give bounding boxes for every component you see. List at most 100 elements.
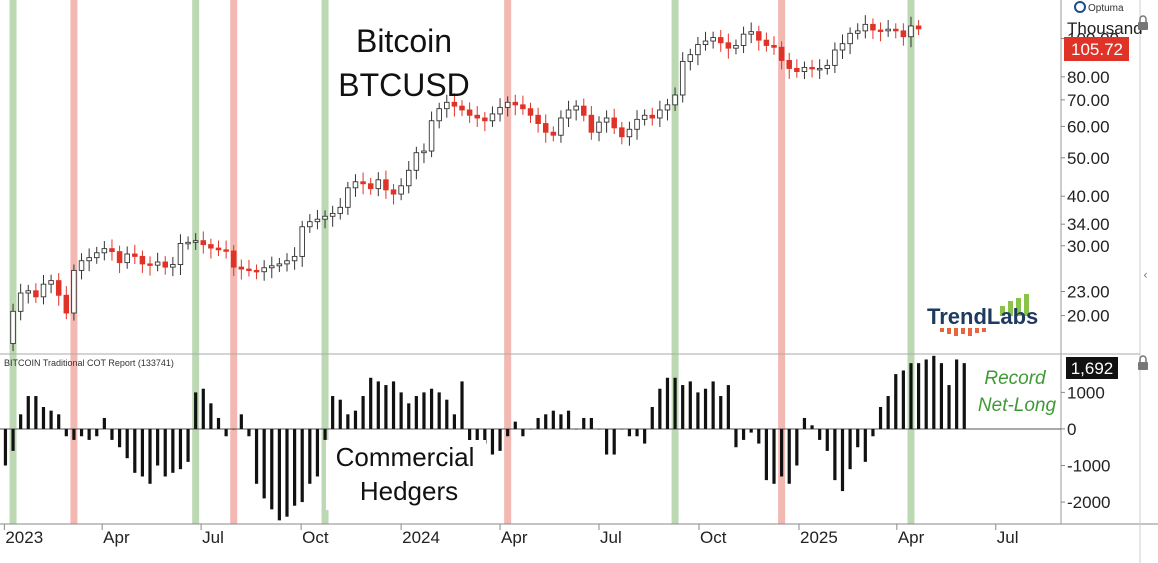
cot-bar-negative (72, 428, 76, 440)
cot-bar-positive (239, 414, 243, 429)
cot-bar-negative (787, 428, 791, 484)
cot-title-line-2: Hedgers (360, 476, 458, 506)
down-candle (466, 102, 473, 123)
cot-bar-positive (544, 414, 548, 429)
cot-bar-positive (566, 410, 571, 429)
cot-bar-positive (353, 410, 358, 429)
up-candle (375, 172, 382, 197)
logo-dot (975, 328, 979, 333)
cot-bar-positive (650, 407, 654, 429)
cot-bar-positive (338, 399, 342, 429)
candle-body (565, 109, 572, 119)
cot-bar-positive (391, 381, 396, 429)
cot-bar-positive (361, 396, 365, 429)
cot-bar-positive (429, 388, 434, 429)
candle-body (550, 131, 557, 136)
down-candle (208, 238, 214, 259)
down-candle (893, 23, 899, 39)
cot-bar-negative (87, 428, 91, 440)
candle-body (299, 226, 305, 257)
cot-bar-positive (209, 403, 213, 429)
up-candle (170, 256, 176, 277)
cot-bar-positive (536, 417, 540, 429)
cot-bar-positive (26, 396, 30, 429)
candle-body (375, 179, 382, 190)
candle-body (10, 310, 16, 345)
candle-body (657, 109, 663, 119)
up-candle (565, 100, 572, 128)
candle-body (733, 45, 739, 49)
up-candle (626, 121, 633, 146)
cot-bar-negative (772, 428, 776, 484)
up-candle (679, 52, 686, 103)
logo-bar (1024, 294, 1029, 316)
down-candle (550, 126, 557, 142)
candle-body (109, 248, 115, 253)
candle-body (794, 67, 800, 73)
x-tick-label: Oct (302, 528, 329, 547)
up-candle (337, 198, 344, 220)
cot-bar-positive (399, 392, 403, 429)
candle-body (436, 108, 442, 122)
down-candle (619, 121, 625, 145)
up-candle (489, 106, 496, 127)
cot-bar-negative (163, 428, 167, 477)
cot-bar-positive (962, 363, 966, 429)
up-candle (177, 234, 184, 276)
candle-body (619, 127, 625, 138)
up-candle (832, 42, 838, 73)
up-candle (733, 39, 739, 55)
green-signal-band (192, 0, 200, 524)
candle-body (702, 40, 709, 46)
brand-name: TrendLabs (927, 304, 1038, 329)
cot-bar-positive (673, 377, 677, 429)
candle-body (307, 221, 313, 228)
cot-bar-positive (696, 392, 700, 429)
cot-bar-negative (848, 428, 852, 470)
up-candle (444, 94, 450, 118)
candle-body (687, 54, 694, 62)
price-lock-icon[interactable] (1138, 15, 1148, 30)
cot-bar-positive (894, 374, 898, 429)
cot-bar-negative (840, 428, 845, 492)
candle-body (230, 250, 237, 268)
cot-bar-positive (665, 377, 670, 429)
red-signal-band (778, 0, 786, 524)
cot-bar-positive (201, 388, 205, 429)
down-candle (253, 264, 260, 280)
up-candle (291, 247, 298, 270)
candle-body (542, 123, 549, 133)
cot-bar-positive (369, 377, 373, 429)
down-candle (238, 259, 245, 280)
up-candle (101, 241, 108, 261)
down-candle (109, 239, 115, 261)
candle-body (588, 114, 595, 133)
collapse-chevron-icon[interactable]: ‹ (1143, 268, 1148, 282)
cot-bar-negative (178, 428, 183, 470)
cot-bar-negative (627, 428, 632, 437)
down-candle (215, 240, 222, 256)
candle-body (208, 244, 214, 249)
down-candle (390, 183, 397, 205)
cot-bar-negative (125, 428, 129, 459)
candle-body (33, 290, 39, 298)
cot-bar-positive (437, 392, 441, 429)
cot-bar-positive (658, 388, 662, 429)
price-tick-label: 20.00 (1067, 307, 1110, 326)
x-tick-label: Jul (600, 528, 622, 547)
candle-body (451, 101, 458, 107)
candle-body (55, 280, 62, 296)
candle-body (459, 105, 465, 111)
up-candle (558, 110, 564, 143)
cot-bar-negative (133, 428, 137, 473)
down-candle (786, 52, 792, 79)
cot-bar-positive (513, 421, 517, 429)
cot-bar-negative (498, 428, 502, 451)
cot-bar-negative (247, 428, 251, 437)
annotation-net-long: Net-Long (978, 395, 1057, 416)
up-candle (710, 31, 716, 49)
up-candle (405, 161, 412, 194)
candle-body (824, 64, 831, 69)
candle-body (809, 66, 815, 70)
cot-lock-icon[interactable] (1138, 355, 1148, 370)
